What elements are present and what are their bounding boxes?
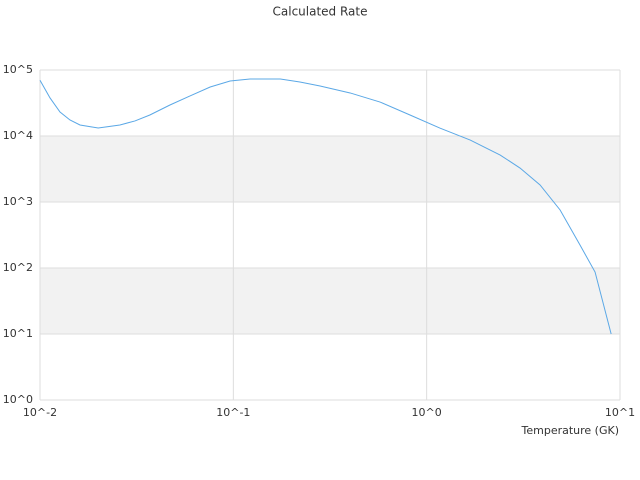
x-tick-label: 10^-1 xyxy=(216,406,250,419)
chart-title: Calculated Rate xyxy=(273,5,368,19)
x-tick-label: 10^1 xyxy=(605,406,635,419)
band xyxy=(40,268,620,334)
line xyxy=(39,78,612,335)
y-tick-label: 10^2 xyxy=(3,261,33,274)
band xyxy=(40,136,620,202)
x-axis-label: Temperature (GK) xyxy=(521,424,620,437)
y-tick-label: 10^1 xyxy=(3,327,33,340)
y-tick-label: 10^4 xyxy=(3,129,33,142)
x-tick-label: 10^-2 xyxy=(23,406,57,419)
y-tick-label: 10^5 xyxy=(3,63,33,76)
y-tick-label: 10^0 xyxy=(3,393,33,406)
y-tick-label: 10^3 xyxy=(3,195,33,208)
x-tick-label: 10^0 xyxy=(412,406,442,419)
